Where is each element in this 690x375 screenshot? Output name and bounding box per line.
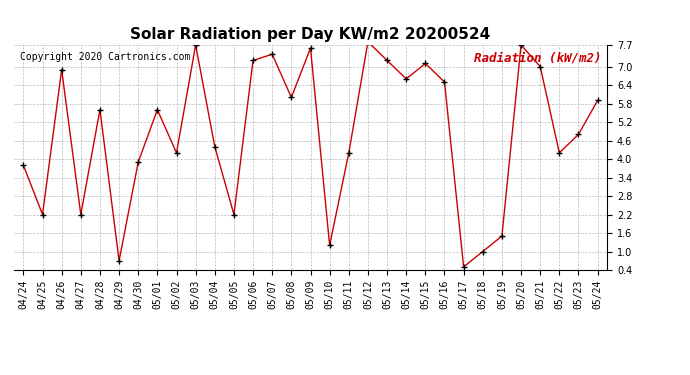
Title: Solar Radiation per Day KW/m2 20200524: Solar Radiation per Day KW/m2 20200524 bbox=[130, 27, 491, 42]
Text: Copyright 2020 Cartronics.com: Copyright 2020 Cartronics.com bbox=[20, 52, 190, 62]
Text: Radiation (kW/m2): Radiation (kW/m2) bbox=[474, 52, 601, 65]
